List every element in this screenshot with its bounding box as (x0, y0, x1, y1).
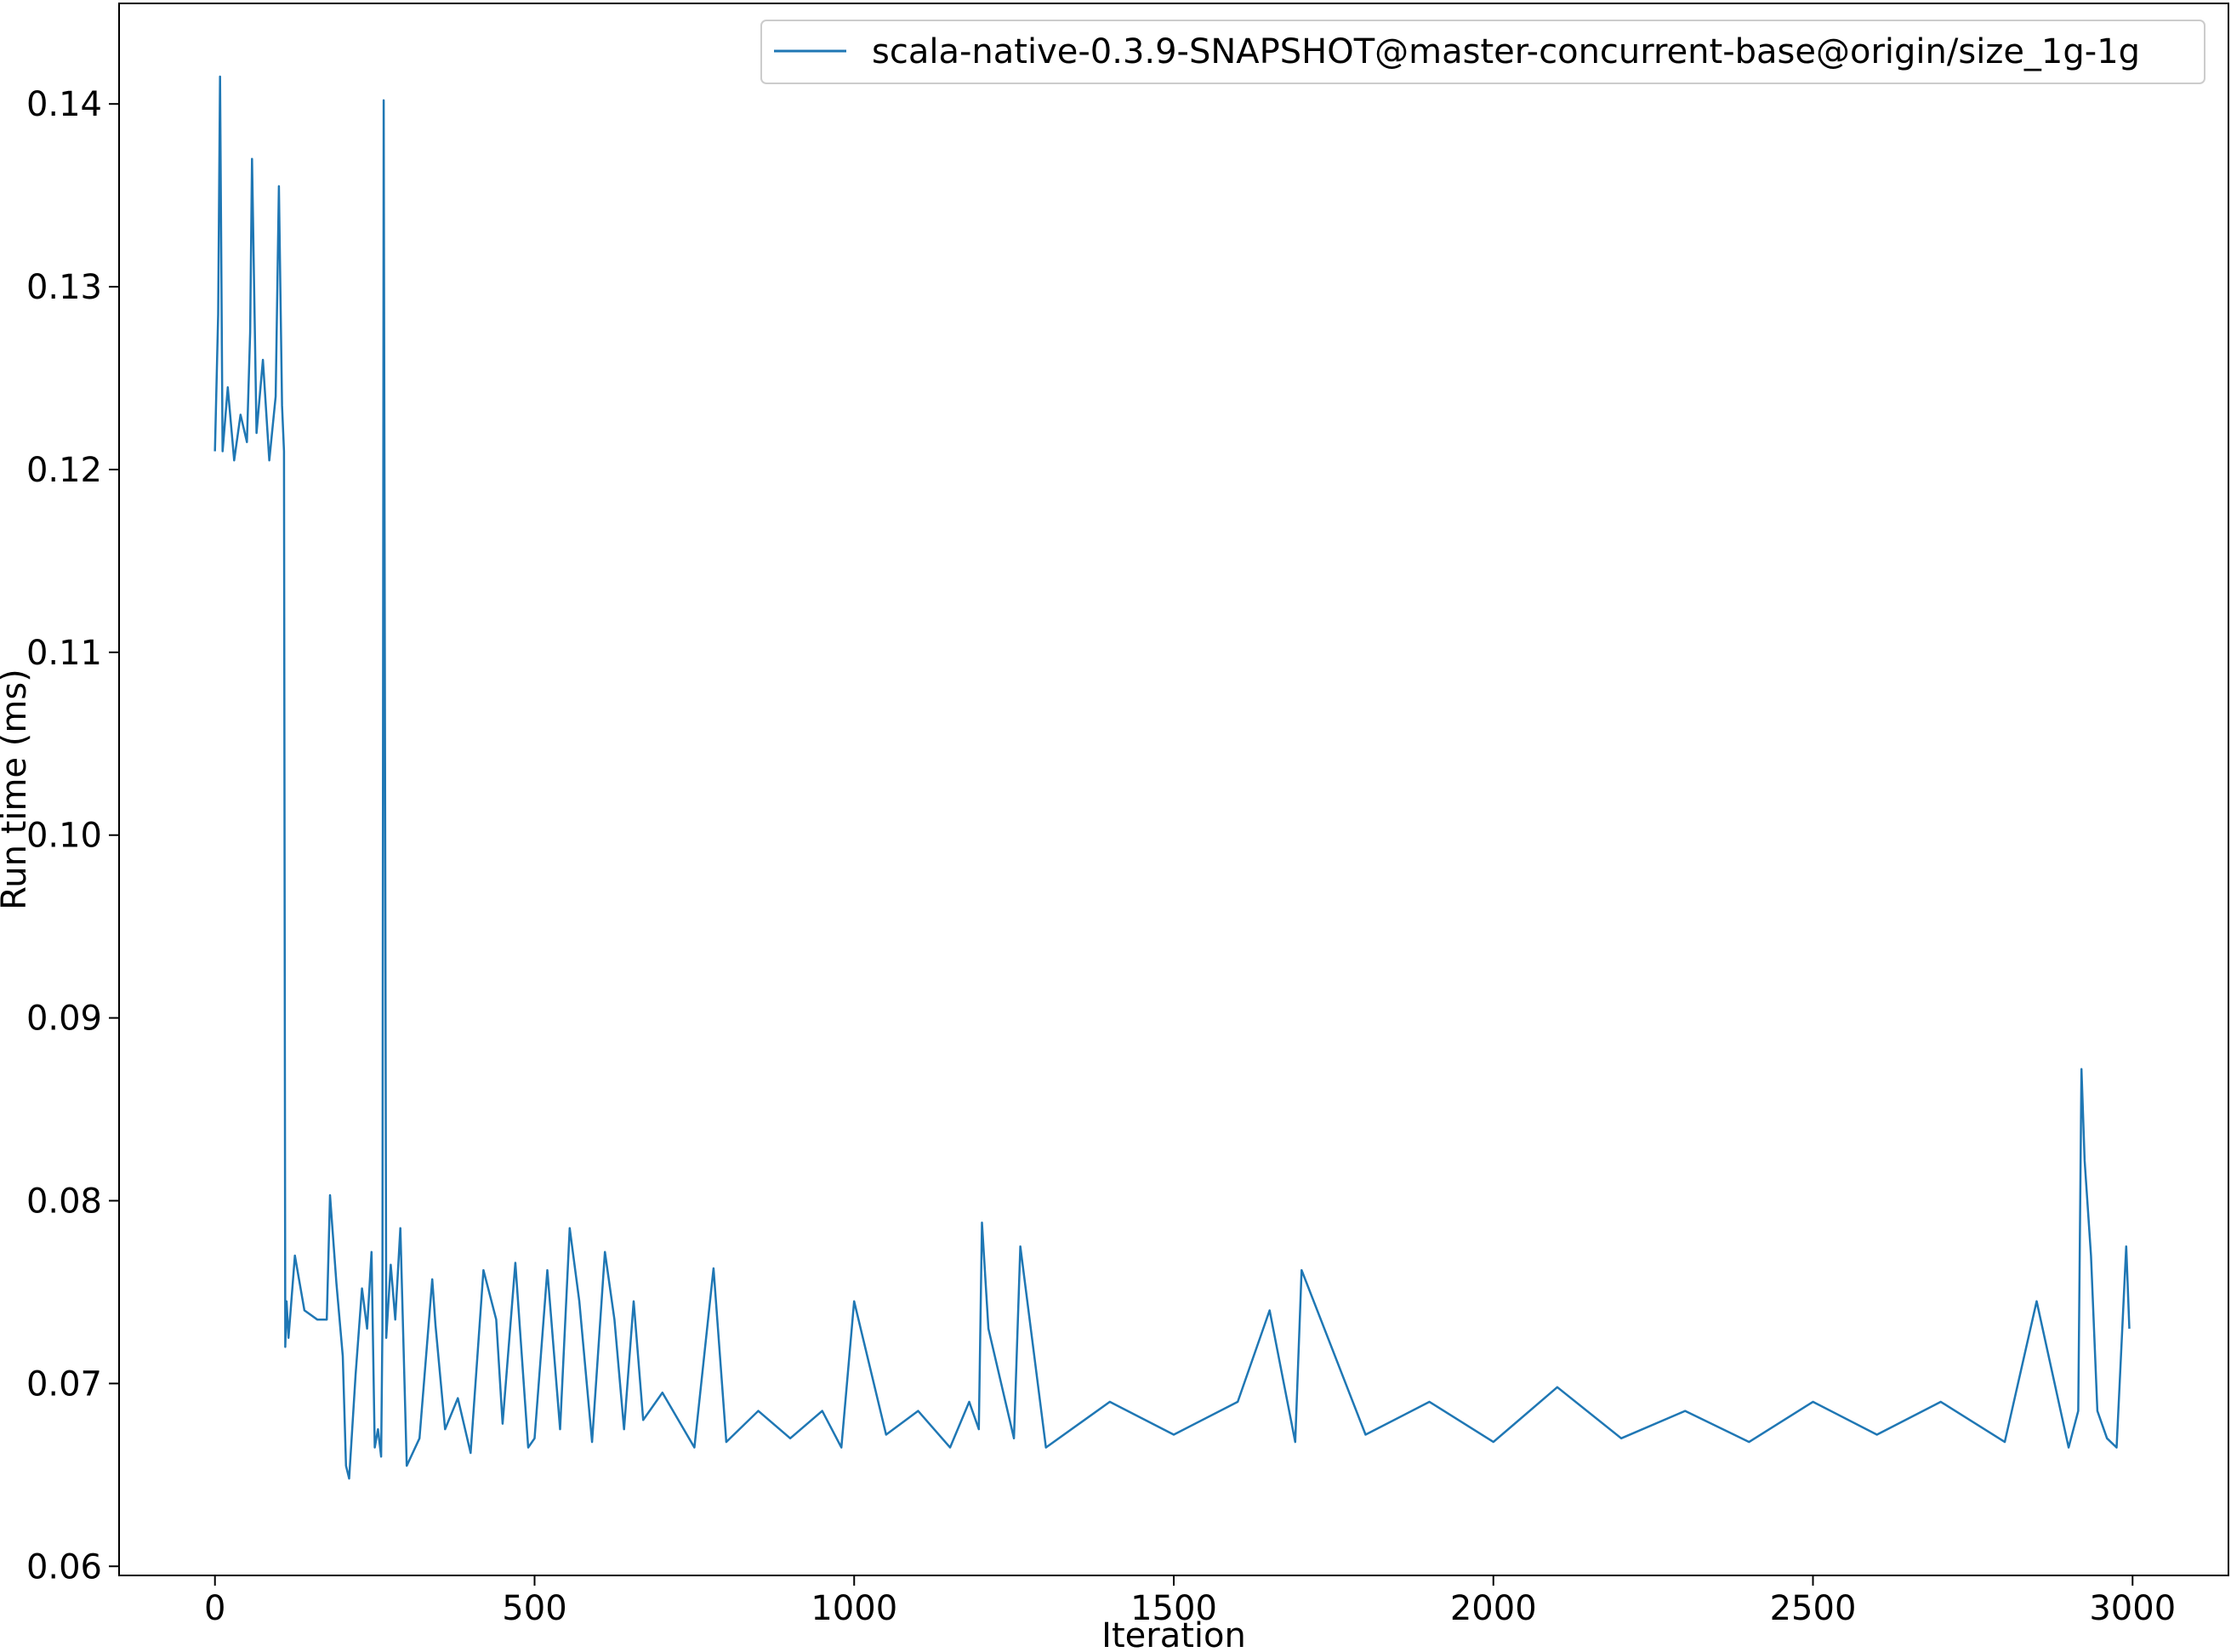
legend-box (760, 20, 2205, 84)
y-tick-label: 0.14 (26, 85, 102, 124)
x-tick-label: 500 (502, 1589, 566, 1628)
y-tick-label: 0.13 (26, 268, 102, 307)
y-axis-label: Run time (ms) (0, 669, 34, 910)
y-tick-label: 0.10 (26, 817, 102, 856)
y-axis: 0.06 0.07 0.08 0.09 0.10 0.11 0.12 0.13 0.14 (26, 85, 119, 1586)
x-tick-label: 0 (204, 1589, 225, 1628)
x-axis: 0 500 1000 1500 2000 2500 3000 (204, 1575, 2176, 1628)
x-tick-label: 1500 (1130, 1589, 1217, 1628)
x-tick-label: 3000 (2089, 1589, 2176, 1628)
series-layer (213, 75, 2131, 1480)
x-tick-label: 1000 (811, 1589, 897, 1628)
x-tick-label: 2000 (1450, 1589, 1537, 1628)
y-tick-label: 0.09 (26, 1000, 102, 1039)
plot-area (119, 3, 2228, 1575)
legend: scala-native-0.3.9-SNAPSHOT@master-concu… (760, 20, 2205, 84)
plot-frame (118, 3, 2229, 1576)
y-tick-label: 0.07 (26, 1364, 102, 1404)
x-tick-label: 2500 (1770, 1589, 1857, 1628)
y-tick-label: 0.06 (26, 1547, 102, 1586)
legend-entry-label: scala-native-0.3.9-SNAPSHOT@master-concu… (872, 32, 2140, 71)
series-line-0 (213, 75, 2131, 1480)
y-tick-label: 0.12 (26, 451, 102, 490)
y-tick-label: 0.08 (26, 1182, 102, 1221)
y-tick-label: 0.11 (26, 634, 102, 673)
x-axis-label: Iteration (1101, 1616, 1246, 1652)
